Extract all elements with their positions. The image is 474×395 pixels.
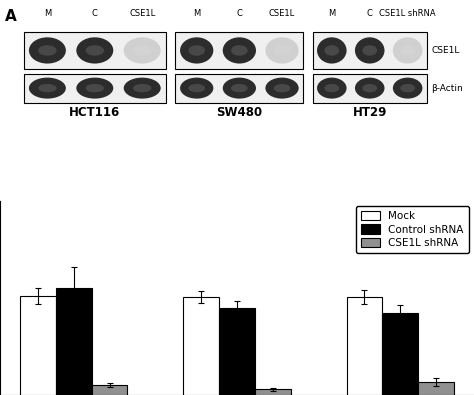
Text: HT29: HT29 [353, 106, 387, 119]
Ellipse shape [317, 77, 346, 99]
Text: CSE1L: CSE1L [129, 9, 155, 18]
Ellipse shape [355, 37, 384, 64]
Ellipse shape [231, 84, 248, 92]
Text: SW480: SW480 [216, 106, 263, 119]
Ellipse shape [231, 45, 248, 56]
Ellipse shape [223, 77, 256, 99]
Ellipse shape [324, 45, 339, 56]
Ellipse shape [29, 37, 66, 64]
Ellipse shape [124, 77, 161, 99]
Bar [175, 73, 303, 103]
Bar [313, 73, 427, 103]
Bar [175, 32, 303, 69]
Text: A: A [5, 9, 17, 24]
Bar [346, 297, 383, 395]
Bar [383, 313, 419, 395]
Text: CSE1L shRNA: CSE1L shRNA [379, 9, 436, 18]
Text: C: C [367, 9, 373, 18]
Bar [24, 32, 166, 69]
Ellipse shape [133, 84, 151, 92]
Bar [183, 297, 219, 395]
Text: HCT116: HCT116 [69, 106, 120, 119]
Ellipse shape [393, 37, 422, 64]
Ellipse shape [273, 45, 291, 56]
Bar [219, 308, 255, 395]
Bar [24, 73, 166, 103]
Ellipse shape [223, 37, 256, 64]
Ellipse shape [188, 84, 205, 92]
Ellipse shape [124, 37, 161, 64]
Text: C: C [237, 9, 242, 18]
Ellipse shape [400, 45, 415, 56]
Ellipse shape [400, 84, 415, 92]
Ellipse shape [324, 84, 339, 92]
Text: CSE1L: CSE1L [431, 46, 460, 55]
Ellipse shape [265, 37, 299, 64]
Text: β-Actin: β-Actin [431, 84, 463, 92]
Ellipse shape [362, 84, 377, 92]
Bar [313, 32, 427, 69]
Ellipse shape [86, 45, 104, 56]
Text: M: M [44, 9, 51, 18]
Ellipse shape [38, 84, 57, 92]
Text: CSE1L: CSE1L [269, 9, 295, 18]
Ellipse shape [180, 37, 213, 64]
Bar [91, 385, 128, 395]
Ellipse shape [29, 77, 66, 99]
Bar [419, 382, 455, 395]
Ellipse shape [393, 77, 422, 99]
Ellipse shape [317, 37, 346, 64]
Ellipse shape [133, 45, 151, 56]
Text: M: M [193, 9, 201, 18]
Ellipse shape [76, 37, 113, 64]
Bar [55, 288, 91, 395]
Legend: Mock, Control shRNA, CSE1L shRNA: Mock, Control shRNA, CSE1L shRNA [356, 206, 469, 253]
Ellipse shape [86, 84, 104, 92]
Bar [19, 296, 55, 395]
Ellipse shape [180, 77, 213, 99]
Ellipse shape [76, 77, 113, 99]
Ellipse shape [188, 45, 205, 56]
Text: M: M [328, 9, 336, 18]
Ellipse shape [355, 77, 384, 99]
Ellipse shape [273, 84, 291, 92]
Ellipse shape [362, 45, 377, 56]
Text: C: C [92, 9, 98, 18]
Ellipse shape [38, 45, 57, 56]
Ellipse shape [265, 77, 299, 99]
Bar [255, 389, 291, 395]
